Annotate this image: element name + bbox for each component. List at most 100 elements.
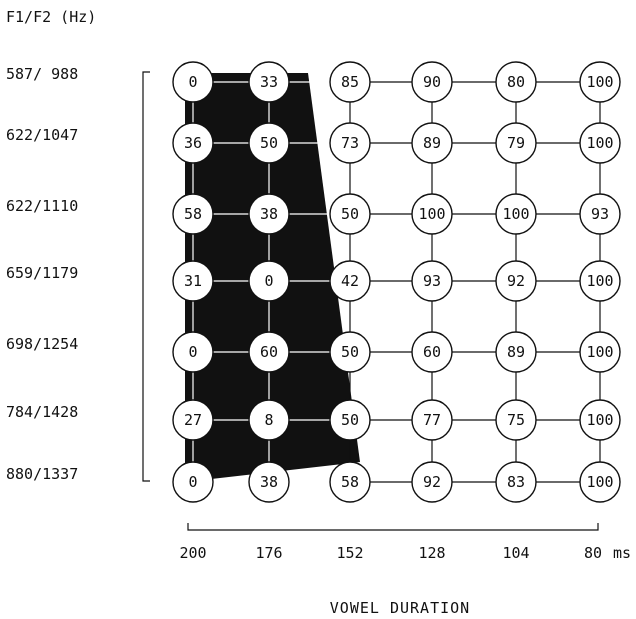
cell-value: 50: [341, 205, 359, 223]
cell-value: 58: [184, 205, 202, 223]
node-circle: [411, 331, 453, 373]
node-circle: [495, 461, 537, 503]
x-axis-line: [187, 523, 599, 531]
node-circle: [172, 193, 214, 235]
cell-value: 100: [586, 272, 613, 290]
node-circle: [411, 461, 453, 503]
row-label: 698/1254: [6, 335, 78, 353]
x-axis-unit: ms: [613, 544, 631, 562]
node-circle: [579, 260, 621, 302]
grid-node: 80: [495, 61, 537, 103]
grid-node: 92: [411, 461, 453, 503]
cell-value: 0: [188, 73, 197, 91]
node-circle: [248, 461, 290, 503]
cell-value: 60: [423, 343, 441, 361]
node-circle: [411, 122, 453, 164]
cell-value: 89: [507, 343, 525, 361]
node-circle: [329, 331, 371, 373]
cell-value: 100: [586, 473, 613, 491]
node-circle: [579, 461, 621, 503]
node-circle: [172, 461, 214, 503]
cell-value: 100: [586, 73, 613, 91]
cell-value: 42: [341, 272, 359, 290]
grid-node: 85: [329, 61, 371, 103]
node-circle: [495, 193, 537, 235]
row-label: 659/1179: [6, 264, 78, 282]
grid-node: 8: [248, 399, 290, 441]
cell-value: 79: [507, 134, 525, 152]
row-labels: 587/ 988 622/1047 622/1110 659/1179 698/1254…: [6, 65, 78, 483]
cell-value: 60: [260, 343, 278, 361]
cell-value: 85: [341, 73, 359, 91]
grid-node: 93: [579, 193, 621, 235]
cell-value: 33: [260, 73, 278, 91]
node-circle: [329, 122, 371, 164]
grid-node: 100: [579, 122, 621, 164]
row-label: 622/1047: [6, 126, 78, 144]
node-circle: [411, 399, 453, 441]
grid-node: 50: [329, 331, 371, 373]
x-tick-label: 200: [179, 544, 206, 562]
x-tick-label: 104: [502, 544, 529, 562]
row-label: 880/1337: [6, 465, 78, 483]
cell-value: 90: [423, 73, 441, 91]
grid-node: 50: [329, 193, 371, 235]
x-tick-label: 128: [418, 544, 445, 562]
cell-value: 80: [507, 73, 525, 91]
cell-value: 75: [507, 411, 525, 429]
node-circle: [172, 260, 214, 302]
node-circle: [495, 331, 537, 373]
grid-node: 60: [411, 331, 453, 373]
grid-node: 50: [329, 399, 371, 441]
node-circle: [579, 399, 621, 441]
grid-node: 92: [495, 260, 537, 302]
cell-value: 100: [502, 205, 529, 223]
grid-node: 0: [172, 61, 214, 103]
cell-value: 93: [591, 205, 609, 223]
grid-node: 93: [411, 260, 453, 302]
grid-lines: [192, 81, 601, 483]
grid-node: 33: [248, 61, 290, 103]
node-circle: [579, 61, 621, 103]
x-tick-labels: 200 176 152 128 104 80: [179, 544, 602, 562]
node-circle: [329, 61, 371, 103]
node-circle: [329, 193, 371, 235]
cell-value: 100: [586, 411, 613, 429]
grid-node: 100: [579, 461, 621, 503]
x-axis-title: VOWEL DURATION: [330, 599, 470, 617]
grid-node: 60: [248, 331, 290, 373]
node-circle: [411, 260, 453, 302]
node-circle: [579, 122, 621, 164]
cell-value: 50: [341, 411, 359, 429]
cell-value: 36: [184, 134, 202, 152]
grid-node: 83: [495, 461, 537, 503]
x-tick-label: 176: [255, 544, 282, 562]
grid-node: 0: [172, 331, 214, 373]
node-circle: [495, 61, 537, 103]
grid-node: 31: [172, 260, 214, 302]
cell-value: 27: [184, 411, 202, 429]
grid-node: 75: [495, 399, 537, 441]
cell-value: 92: [507, 272, 525, 290]
grid-node: 73: [329, 122, 371, 164]
cell-value: 0: [188, 343, 197, 361]
grid-node: 38: [248, 461, 290, 503]
cell-value: 77: [423, 411, 441, 429]
node-circle: [329, 260, 371, 302]
cell-value: 38: [260, 205, 278, 223]
cell-value: 0: [264, 272, 273, 290]
cell-value: 0: [188, 473, 197, 491]
cell-value: 92: [423, 473, 441, 491]
node-circle: [172, 61, 214, 103]
grid-node: 100: [579, 260, 621, 302]
row-label: 784/1428: [6, 403, 78, 421]
grid-node: 100: [411, 193, 453, 235]
node-circle: [248, 399, 290, 441]
grid-node: 89: [495, 331, 537, 373]
node-circle: [172, 331, 214, 373]
cell-value: 100: [586, 343, 613, 361]
x-tick-label: 80: [584, 544, 602, 562]
grid-node: 79: [495, 122, 537, 164]
node-circle: [172, 122, 214, 164]
